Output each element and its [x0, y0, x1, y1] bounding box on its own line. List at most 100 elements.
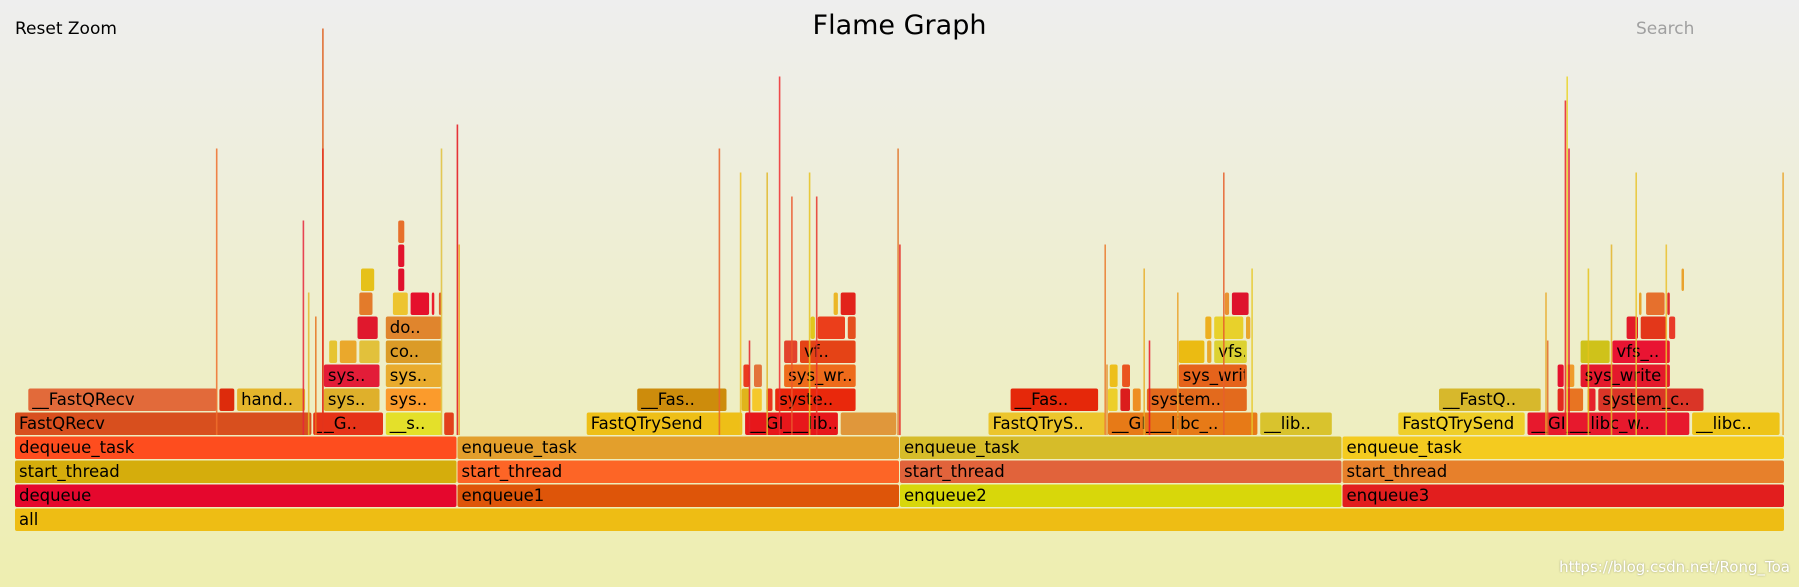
stack-frame[interactable] — [410, 292, 430, 316]
frame-bar[interactable] — [741, 388, 750, 412]
stack-frame[interactable] — [1566, 388, 1584, 412]
frame-bar[interactable] — [1626, 316, 1638, 340]
frame-bar[interactable] — [847, 316, 856, 340]
stack-frame[interactable] — [840, 292, 856, 316]
frame-bar[interactable] — [1120, 388, 1130, 412]
frame-bar[interactable] — [1398, 412, 1525, 436]
frame-bar[interactable] — [784, 340, 798, 364]
frame-bar[interactable] — [1108, 412, 1258, 436]
thin-stack-frame[interactable] — [1665, 244, 1668, 436]
stack-frame[interactable] — [1120, 388, 1130, 412]
thin-stack-frame[interactable] — [1546, 340, 1549, 436]
frame-bar[interactable] — [1010, 388, 1099, 412]
stack-frame[interactable] — [359, 340, 380, 364]
frame-bar[interactable] — [237, 388, 306, 412]
stack-frame[interactable]: system.. — [1146, 388, 1247, 412]
frame-bar[interactable] — [15, 460, 457, 484]
stack-frame[interactable] — [1557, 388, 1564, 412]
frame-bar[interactable] — [357, 316, 378, 340]
stack-frame[interactable] — [398, 268, 405, 292]
thin-stack-frame[interactable] — [899, 244, 901, 436]
stack-frame[interactable]: sys_write — [1178, 364, 1260, 388]
frame-bar[interactable] — [900, 460, 1342, 484]
stack-frame[interactable]: vfs.. — [1214, 340, 1253, 364]
stack-frame[interactable] — [743, 364, 750, 388]
stack-frame[interactable]: __s.. — [385, 412, 442, 436]
frame-bar[interactable] — [385, 316, 442, 340]
thin-stack-frame[interactable] — [718, 148, 721, 436]
stack-frame[interactable] — [1626, 316, 1638, 340]
stack-frame[interactable]: start_thread — [457, 460, 900, 484]
stack-frame[interactable] — [754, 364, 762, 388]
stack-frame[interactable]: enqueue_task — [457, 436, 900, 460]
frame-bar[interactable] — [359, 292, 373, 316]
stack-frame[interactable]: sys.. — [385, 388, 442, 412]
stack-frame[interactable] — [1587, 388, 1596, 412]
stack-frame[interactable] — [359, 292, 373, 316]
stack-frame[interactable]: __lib.. — [1260, 412, 1332, 436]
frame-bar[interactable] — [1612, 340, 1670, 364]
stack-frame[interactable] — [784, 340, 798, 364]
stack-frame[interactable] — [329, 340, 338, 364]
stack-frame[interactable] — [398, 244, 405, 268]
stack-frame[interactable]: __FastQRecv — [28, 388, 217, 412]
frame-bar[interactable] — [1146, 388, 1247, 412]
frame-bar[interactable] — [15, 436, 457, 460]
thin-stack-frame[interactable] — [315, 316, 317, 436]
stack-frame[interactable] — [1640, 316, 1667, 340]
frame-bar[interactable] — [457, 436, 900, 460]
stack-frame[interactable]: hand.. — [237, 388, 306, 412]
thin-stack-frame[interactable] — [897, 148, 899, 436]
stack-frame[interactable]: syste.. — [775, 388, 856, 412]
frame-bar[interactable] — [398, 268, 405, 292]
frame-bar[interactable] — [431, 292, 435, 316]
thin-stack-frame[interactable] — [458, 244, 460, 436]
stack-frame[interactable] — [741, 388, 750, 412]
stack-frame[interactable]: vfs_.. — [1612, 340, 1670, 364]
frame-bar[interactable] — [1557, 364, 1564, 388]
stack-frame[interactable]: system_c.. — [1598, 388, 1704, 412]
stack-frame[interactable]: start_thread — [15, 460, 457, 484]
frame-bar[interactable] — [1342, 436, 1785, 460]
frame-bar[interactable] — [385, 340, 442, 364]
frame-bar[interactable] — [988, 412, 1106, 436]
frame-bar[interactable] — [1580, 340, 1610, 364]
frame-bar[interactable] — [840, 292, 856, 316]
frame-bar[interactable] — [323, 388, 380, 412]
thin-stack-frame[interactable] — [815, 196, 818, 436]
thin-stack-frame[interactable] — [307, 292, 310, 436]
thin-stack-frame[interactable] — [1104, 244, 1106, 436]
thin-stack-frame[interactable] — [1143, 268, 1145, 436]
frame-bar[interactable] — [385, 412, 442, 436]
stack-frame[interactable] — [1669, 316, 1676, 340]
thin-stack-frame[interactable] — [1782, 172, 1784, 436]
thin-stack-frame[interactable] — [302, 220, 305, 436]
frame-bar[interactable] — [1214, 340, 1247, 364]
thin-stack-frame[interactable] — [766, 172, 768, 436]
frame-bar[interactable] — [28, 388, 217, 412]
frame-bar[interactable] — [457, 484, 900, 508]
thin-stack-frame[interactable] — [1610, 244, 1613, 436]
frame-bar[interactable] — [329, 340, 338, 364]
frame-bar[interactable] — [752, 388, 762, 412]
frame-bar[interactable] — [1178, 340, 1205, 364]
stack-frame[interactable] — [810, 316, 815, 340]
frame-bar[interactable] — [1639, 292, 1642, 316]
stack-frame[interactable]: co.. — [385, 340, 442, 364]
stack-frame[interactable]: FastQTrySend — [1398, 412, 1525, 436]
frame-bar[interactable] — [840, 412, 897, 436]
frame-bar[interactable] — [398, 220, 405, 244]
frame-bar[interactable] — [359, 340, 380, 364]
frame-bar[interactable] — [398, 244, 405, 268]
stack-frame[interactable]: enqueue1 — [457, 484, 900, 508]
stack-frame[interactable] — [1178, 340, 1205, 364]
stack-frame[interactable]: __GI___libc_.. — [1108, 412, 1258, 436]
stack-frame[interactable] — [1681, 268, 1685, 292]
stack-frame[interactable]: vf.. — [800, 340, 856, 364]
stack-frame[interactable]: FastQTryS.. — [988, 412, 1106, 436]
stack-frame[interactable]: start_thread — [1342, 460, 1785, 484]
frame-bar[interactable] — [1178, 364, 1247, 388]
thin-stack-frame[interactable] — [1106, 364, 1108, 436]
stack-frame[interactable]: sys.. — [385, 364, 442, 388]
stack-frame[interactable] — [1667, 292, 1670, 316]
